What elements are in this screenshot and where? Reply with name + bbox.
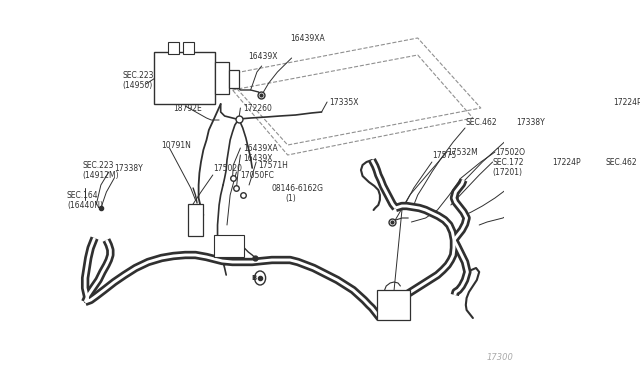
Bar xyxy=(215,62,229,94)
Circle shape xyxy=(255,271,266,285)
Text: (1): (1) xyxy=(285,193,296,202)
Text: (16440N): (16440N) xyxy=(67,201,103,209)
Text: 17575: 17575 xyxy=(432,151,456,160)
Text: 175020: 175020 xyxy=(213,164,242,173)
Text: (14912M): (14912M) xyxy=(83,170,120,180)
Text: (14950): (14950) xyxy=(122,80,152,90)
Bar xyxy=(377,290,410,320)
Text: 17571H: 17571H xyxy=(259,160,289,170)
Bar xyxy=(168,42,179,54)
Text: 17532M: 17532M xyxy=(447,148,479,157)
Text: B: B xyxy=(251,275,257,281)
Text: 18792E: 18792E xyxy=(173,103,202,112)
Bar xyxy=(214,235,244,257)
Text: SEC.164: SEC.164 xyxy=(67,190,99,199)
Text: SEC.223: SEC.223 xyxy=(122,71,154,80)
Text: 10791N: 10791N xyxy=(161,141,191,150)
Text: 17338Y: 17338Y xyxy=(115,164,143,173)
Text: SEC.223: SEC.223 xyxy=(83,160,115,170)
Text: SEC.462: SEC.462 xyxy=(605,157,637,167)
Bar xyxy=(154,52,215,104)
Text: 17224P: 17224P xyxy=(613,97,640,106)
Text: 16439XA: 16439XA xyxy=(290,33,324,42)
Text: 17050FC: 17050FC xyxy=(241,170,275,180)
Text: 16439X: 16439X xyxy=(248,51,278,61)
Bar xyxy=(229,70,239,88)
Text: 17224P: 17224P xyxy=(552,157,580,167)
Text: 17338Y: 17338Y xyxy=(516,118,545,126)
Text: 17300: 17300 xyxy=(487,353,514,362)
Text: 17502O: 17502O xyxy=(495,148,525,157)
Text: 08146-6162G: 08146-6162G xyxy=(272,183,324,192)
Text: SEC.462: SEC.462 xyxy=(465,118,497,126)
Bar xyxy=(183,42,194,54)
Text: 172260: 172260 xyxy=(243,103,271,112)
Text: SEC.172: SEC.172 xyxy=(493,157,524,167)
Text: 17335X: 17335X xyxy=(330,97,359,106)
Text: 16439X: 16439X xyxy=(243,154,272,163)
Text: 16439XA: 16439XA xyxy=(243,144,278,153)
Text: (17201): (17201) xyxy=(493,167,523,176)
Bar xyxy=(188,204,204,236)
